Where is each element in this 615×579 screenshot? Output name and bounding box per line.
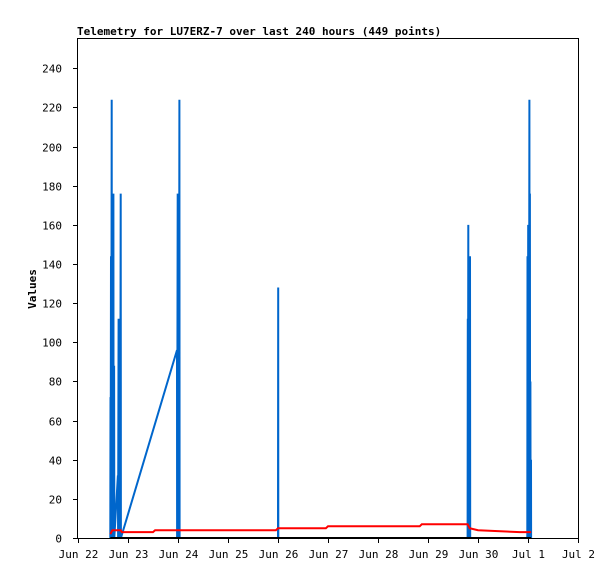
y-axis-ticks: 0 20 40 60 80 100 120 140 160 180 200 220 240 xyxy=(42,63,78,546)
y-tick-label: 80 xyxy=(49,376,62,389)
chart-title: Telemetry for LU7ERZ-7 over last 240 hou… xyxy=(77,25,441,38)
x-tick-label: Jun 26 xyxy=(259,548,299,561)
x-tick-label: Jun 27 xyxy=(309,548,349,561)
y-tick-label: 40 xyxy=(49,455,62,468)
y-tick-label: 160 xyxy=(42,220,62,233)
x-tick-label: Jun 30 xyxy=(459,548,499,561)
x-tick-label: Jun 25 xyxy=(209,548,249,561)
x-tick-label: Jun 23 xyxy=(109,548,149,561)
y-tick-label: 240 xyxy=(42,63,62,76)
y-tick-label: 220 xyxy=(42,102,62,115)
series-layer xyxy=(109,99,533,539)
y-tick-label: 120 xyxy=(42,298,62,311)
y-tick-label: 140 xyxy=(42,259,62,272)
y-tick-label: 60 xyxy=(49,416,62,429)
x-tick-label: Jun 29 xyxy=(409,548,449,561)
x-tick-label: Jun 24 xyxy=(159,548,199,561)
x-tick-label: Jul 2 xyxy=(562,548,595,561)
series-line-2 xyxy=(109,523,532,535)
x-axis-ticks: Jun 22 Jun 23 Jun 24 Jun 25 Jun 26 Jun 27 Jun … xyxy=(59,538,595,561)
y-tick-label: 0 xyxy=(55,533,62,546)
x-tick-label: Jun 22 xyxy=(59,548,99,561)
x-tick-label: Jun 28 xyxy=(359,548,399,561)
y-tick-label: 20 xyxy=(49,494,62,507)
y-tick-label: 180 xyxy=(42,181,62,194)
x-tick-label: Jul 1 xyxy=(512,548,545,561)
y-axis-label: Values xyxy=(26,269,39,309)
y-tick-label: 100 xyxy=(42,337,62,350)
y-tick-label: 200 xyxy=(42,142,62,155)
